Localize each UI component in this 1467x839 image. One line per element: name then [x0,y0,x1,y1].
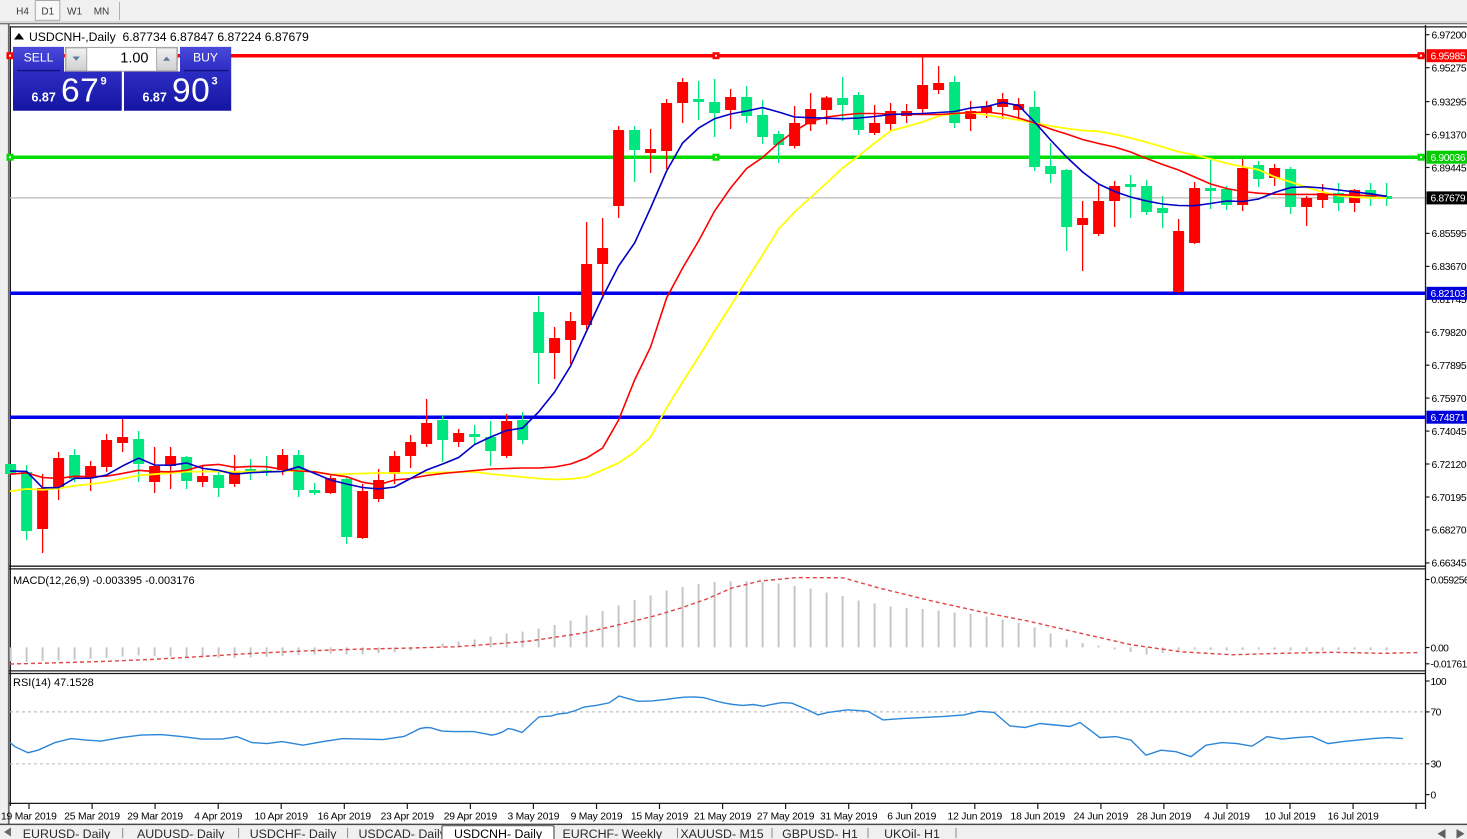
svg-text:MN: MN [94,7,110,18]
svg-text:3 May 2019: 3 May 2019 [507,812,559,823]
svg-text:6.87: 6.87 [32,90,56,104]
svg-text:16 Apr 2019: 16 Apr 2019 [318,812,372,823]
svg-text:6.79820: 6.79820 [1432,328,1467,339]
svg-text:6.75970: 6.75970 [1432,394,1467,405]
svg-text:0.059256: 0.059256 [1431,575,1467,586]
svg-text:15 May 2019: 15 May 2019 [631,812,689,823]
svg-text:29 Mar 2019: 29 Mar 2019 [127,812,183,823]
svg-text:18 Jun 2019: 18 Jun 2019 [1011,812,1066,823]
svg-text:24 Jun 2019: 24 Jun 2019 [1074,812,1129,823]
svg-text:6.70195: 6.70195 [1432,493,1467,504]
svg-text:6.83670: 6.83670 [1432,262,1467,273]
svg-text:USDCAD- Daily: USDCAD- Daily [358,827,446,839]
svg-text:29 Apr 2019: 29 Apr 2019 [444,812,498,823]
svg-text:W1: W1 [67,7,82,18]
svg-text:70: 70 [1431,708,1442,719]
svg-text:90: 90 [172,73,210,110]
svg-text:16 Jul 2019: 16 Jul 2019 [1328,812,1380,823]
svg-text:GBPUSD- H1: GBPUSD- H1 [782,827,858,839]
svg-text:6.91370: 6.91370 [1432,130,1467,141]
svg-text:H4: H4 [16,7,29,18]
svg-text:USDCNH- Daily: USDCNH- Daily [454,827,543,839]
svg-text:6.89445: 6.89445 [1432,163,1467,174]
svg-text:21 May 2019: 21 May 2019 [694,812,752,823]
svg-text:USDCNH-,Daily 6.87734 6.87847: USDCNH-,Daily 6.87734 6.87847 6.87224 6.… [29,30,309,44]
svg-text:-0.01761: -0.01761 [1431,660,1467,671]
svg-text:6.74871: 6.74871 [1431,413,1466,424]
svg-text:1.00: 1.00 [120,50,148,66]
svg-text:12 Jun 2019: 12 Jun 2019 [948,812,1003,823]
svg-text:19 Mar 2019: 19 Mar 2019 [1,812,57,823]
svg-text:SELL: SELL [24,50,54,64]
svg-text:3: 3 [212,76,218,88]
svg-text:BUY: BUY [193,50,218,64]
svg-text:6.95275: 6.95275 [1432,64,1467,75]
svg-text:6.85595: 6.85595 [1432,229,1467,240]
svg-text:6.68270: 6.68270 [1432,526,1467,537]
svg-text:MACD(12,26,9) -0.003395 -0.003: MACD(12,26,9) -0.003395 -0.003176 [13,575,195,587]
svg-text:6.87: 6.87 [143,90,167,104]
svg-text:6.82103: 6.82103 [1431,289,1466,300]
svg-text:31 May 2019: 31 May 2019 [820,812,878,823]
svg-text:AUDUSD- Daily: AUDUSD- Daily [137,827,225,839]
svg-text:EURUSD- Daily: EURUSD- Daily [23,827,111,839]
svg-text:6.97200: 6.97200 [1432,31,1467,42]
svg-text:23 Apr 2019: 23 Apr 2019 [381,812,435,823]
svg-text:25 Mar 2019: 25 Mar 2019 [64,812,120,823]
svg-text:6.90036: 6.90036 [1431,153,1466,164]
svg-text:UKOil- H1: UKOil- H1 [884,827,940,839]
svg-text:100: 100 [1431,677,1447,688]
svg-text:6.66345: 6.66345 [1432,559,1467,570]
svg-text:USDCHF- Daily: USDCHF- Daily [250,827,338,839]
svg-text:10 Apr 2019: 10 Apr 2019 [255,812,309,823]
svg-text:RSI(14) 47.1528: RSI(14) 47.1528 [13,677,94,689]
svg-text:0.00: 0.00 [1431,643,1450,654]
svg-text:28 Jun 2019: 28 Jun 2019 [1137,812,1192,823]
svg-text:6.93295: 6.93295 [1432,97,1467,108]
svg-text:6.81745: 6.81745 [1432,295,1467,306]
svg-text:30: 30 [1431,760,1442,771]
svg-text:6 Jun 2019: 6 Jun 2019 [887,812,936,823]
svg-text:9: 9 [101,76,107,88]
svg-text:6.87679: 6.87679 [1431,194,1466,205]
svg-text:D1: D1 [41,7,54,18]
svg-text:6.95985: 6.95985 [1431,52,1466,63]
svg-text:10 Jul 2019: 10 Jul 2019 [1264,812,1316,823]
svg-text:0: 0 [1431,790,1437,801]
svg-text:6.72120: 6.72120 [1432,460,1467,471]
svg-text:27 May 2019: 27 May 2019 [757,812,815,823]
svg-text:9 May 2019: 9 May 2019 [571,812,623,823]
svg-text:67: 67 [61,73,99,110]
svg-text:6.74045: 6.74045 [1432,427,1467,438]
svg-text:4 Jul 2019: 4 Jul 2019 [1204,812,1250,823]
svg-text:6.77895: 6.77895 [1432,361,1467,372]
svg-text:EURCHF- Weekly: EURCHF- Weekly [563,827,663,839]
svg-text:XAUUSD- M15: XAUUSD- M15 [680,827,763,839]
svg-text:4 Apr 2019: 4 Apr 2019 [194,812,242,823]
